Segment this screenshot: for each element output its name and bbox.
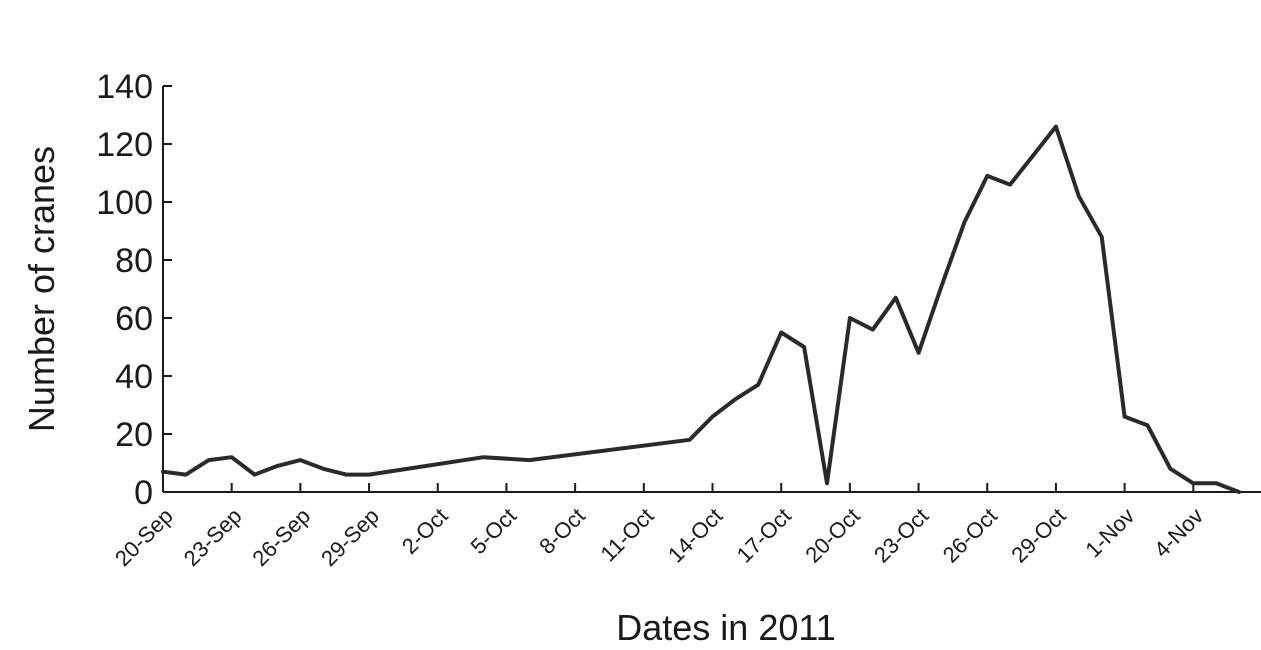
y-axis-title: Number of cranes bbox=[21, 146, 62, 432]
x-tick-label: 8-Oct bbox=[534, 503, 590, 559]
x-tick-label: 20-Oct bbox=[800, 503, 864, 567]
x-axis-ticks: 20-Sep 23-Sep 26-Sep 29-Sep 2-Oct 5-Oct 8-Oct 1… bbox=[110, 483, 1208, 571]
y-tick-label: 0 bbox=[134, 474, 153, 512]
x-tick-label: 14-Oct bbox=[663, 503, 727, 567]
y-tick-label: 40 bbox=[115, 358, 153, 396]
x-tick-label: 5-Oct bbox=[466, 503, 522, 559]
y-tick-label: 100 bbox=[96, 184, 153, 222]
series-line-crane-count bbox=[161, 124, 1242, 494]
x-axis-title: Dates in 2011 bbox=[616, 607, 835, 648]
x-tick-label: 20-Sep bbox=[110, 503, 178, 571]
x-tick-label: 23-Oct bbox=[869, 503, 933, 567]
x-tick-label: 26-Oct bbox=[938, 503, 1002, 567]
y-axis-ticks: 0 20 40 60 80 100 120 140 bbox=[96, 68, 172, 512]
x-tick-label: 17-Oct bbox=[732, 503, 796, 567]
x-tick-label: 29-Oct bbox=[1006, 503, 1070, 567]
x-tick-label: 11-Oct bbox=[595, 503, 658, 566]
y-tick-label: 60 bbox=[115, 300, 153, 338]
y-tick-label: 140 bbox=[96, 68, 153, 106]
y-tick-label: 120 bbox=[96, 126, 153, 164]
x-tick-label: 29-Sep bbox=[316, 503, 384, 571]
x-tick-label: 4-Nov bbox=[1149, 503, 1208, 562]
x-tick-label: 23-Sep bbox=[179, 503, 247, 571]
x-tick-label: 2-Oct bbox=[397, 503, 453, 559]
x-tick-label: 26-Sep bbox=[247, 503, 315, 571]
x-tick-label: 1-Nov bbox=[1080, 503, 1139, 562]
y-tick-label: 80 bbox=[115, 242, 153, 280]
y-tick-label: 20 bbox=[115, 416, 153, 454]
